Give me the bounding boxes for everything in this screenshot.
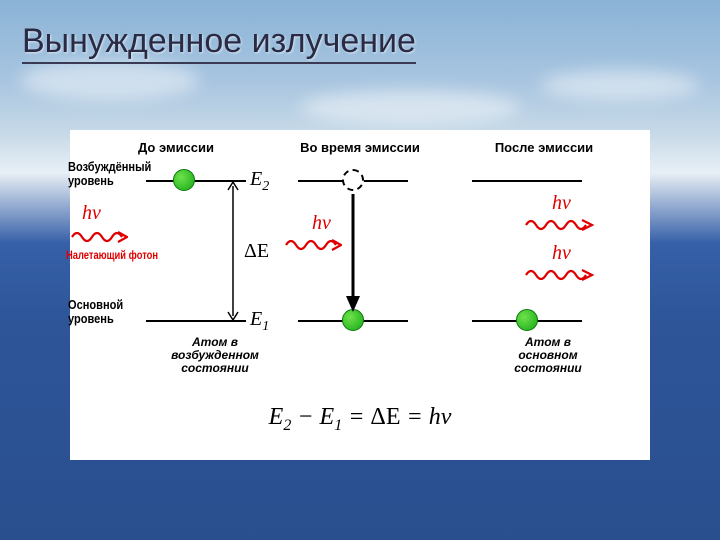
hv-out-2: hν	[552, 242, 571, 265]
wave-out-2	[524, 266, 594, 284]
atom-hollow-c2	[342, 169, 364, 191]
wave-out-1	[524, 216, 594, 234]
c3-level-top	[472, 180, 582, 182]
col2-header: Во время эмиссии	[268, 140, 452, 155]
transition-arrow	[344, 192, 362, 314]
wave-c2	[284, 236, 342, 254]
col3-header: После эмиссии	[452, 140, 636, 155]
E2-label: E2	[250, 168, 269, 195]
equation: E2 − E1 = ΔE = hν	[84, 404, 636, 435]
hv-out-1: hν	[552, 192, 571, 215]
deltaE-label: ΔE	[244, 240, 269, 263]
col-before: До эмиссии E2 E1 ΔE Атом ввозбужденномсо…	[84, 140, 268, 400]
caption-ground: Атом восновномсостоянии	[498, 336, 598, 376]
col-after: После эмиссии hν hν Атом восновномсостоя…	[452, 140, 636, 400]
col1-header: До эмиссии	[84, 140, 268, 155]
deltaE-arrow	[224, 180, 242, 322]
hv-label-c2: hν	[312, 212, 331, 235]
caption-excited: Атом ввозбужденномсостоянии	[160, 336, 270, 376]
diagram-panel: Возбуждённыйуровень hν Налетающий фотон …	[70, 130, 650, 460]
atom-excited-c1	[173, 169, 195, 191]
atom-ground-c3	[516, 309, 538, 331]
col-during: Во время эмиссии hν	[268, 140, 452, 400]
E1-label: E1	[250, 308, 269, 335]
page-title: Вынужденное излучение	[22, 22, 416, 61]
